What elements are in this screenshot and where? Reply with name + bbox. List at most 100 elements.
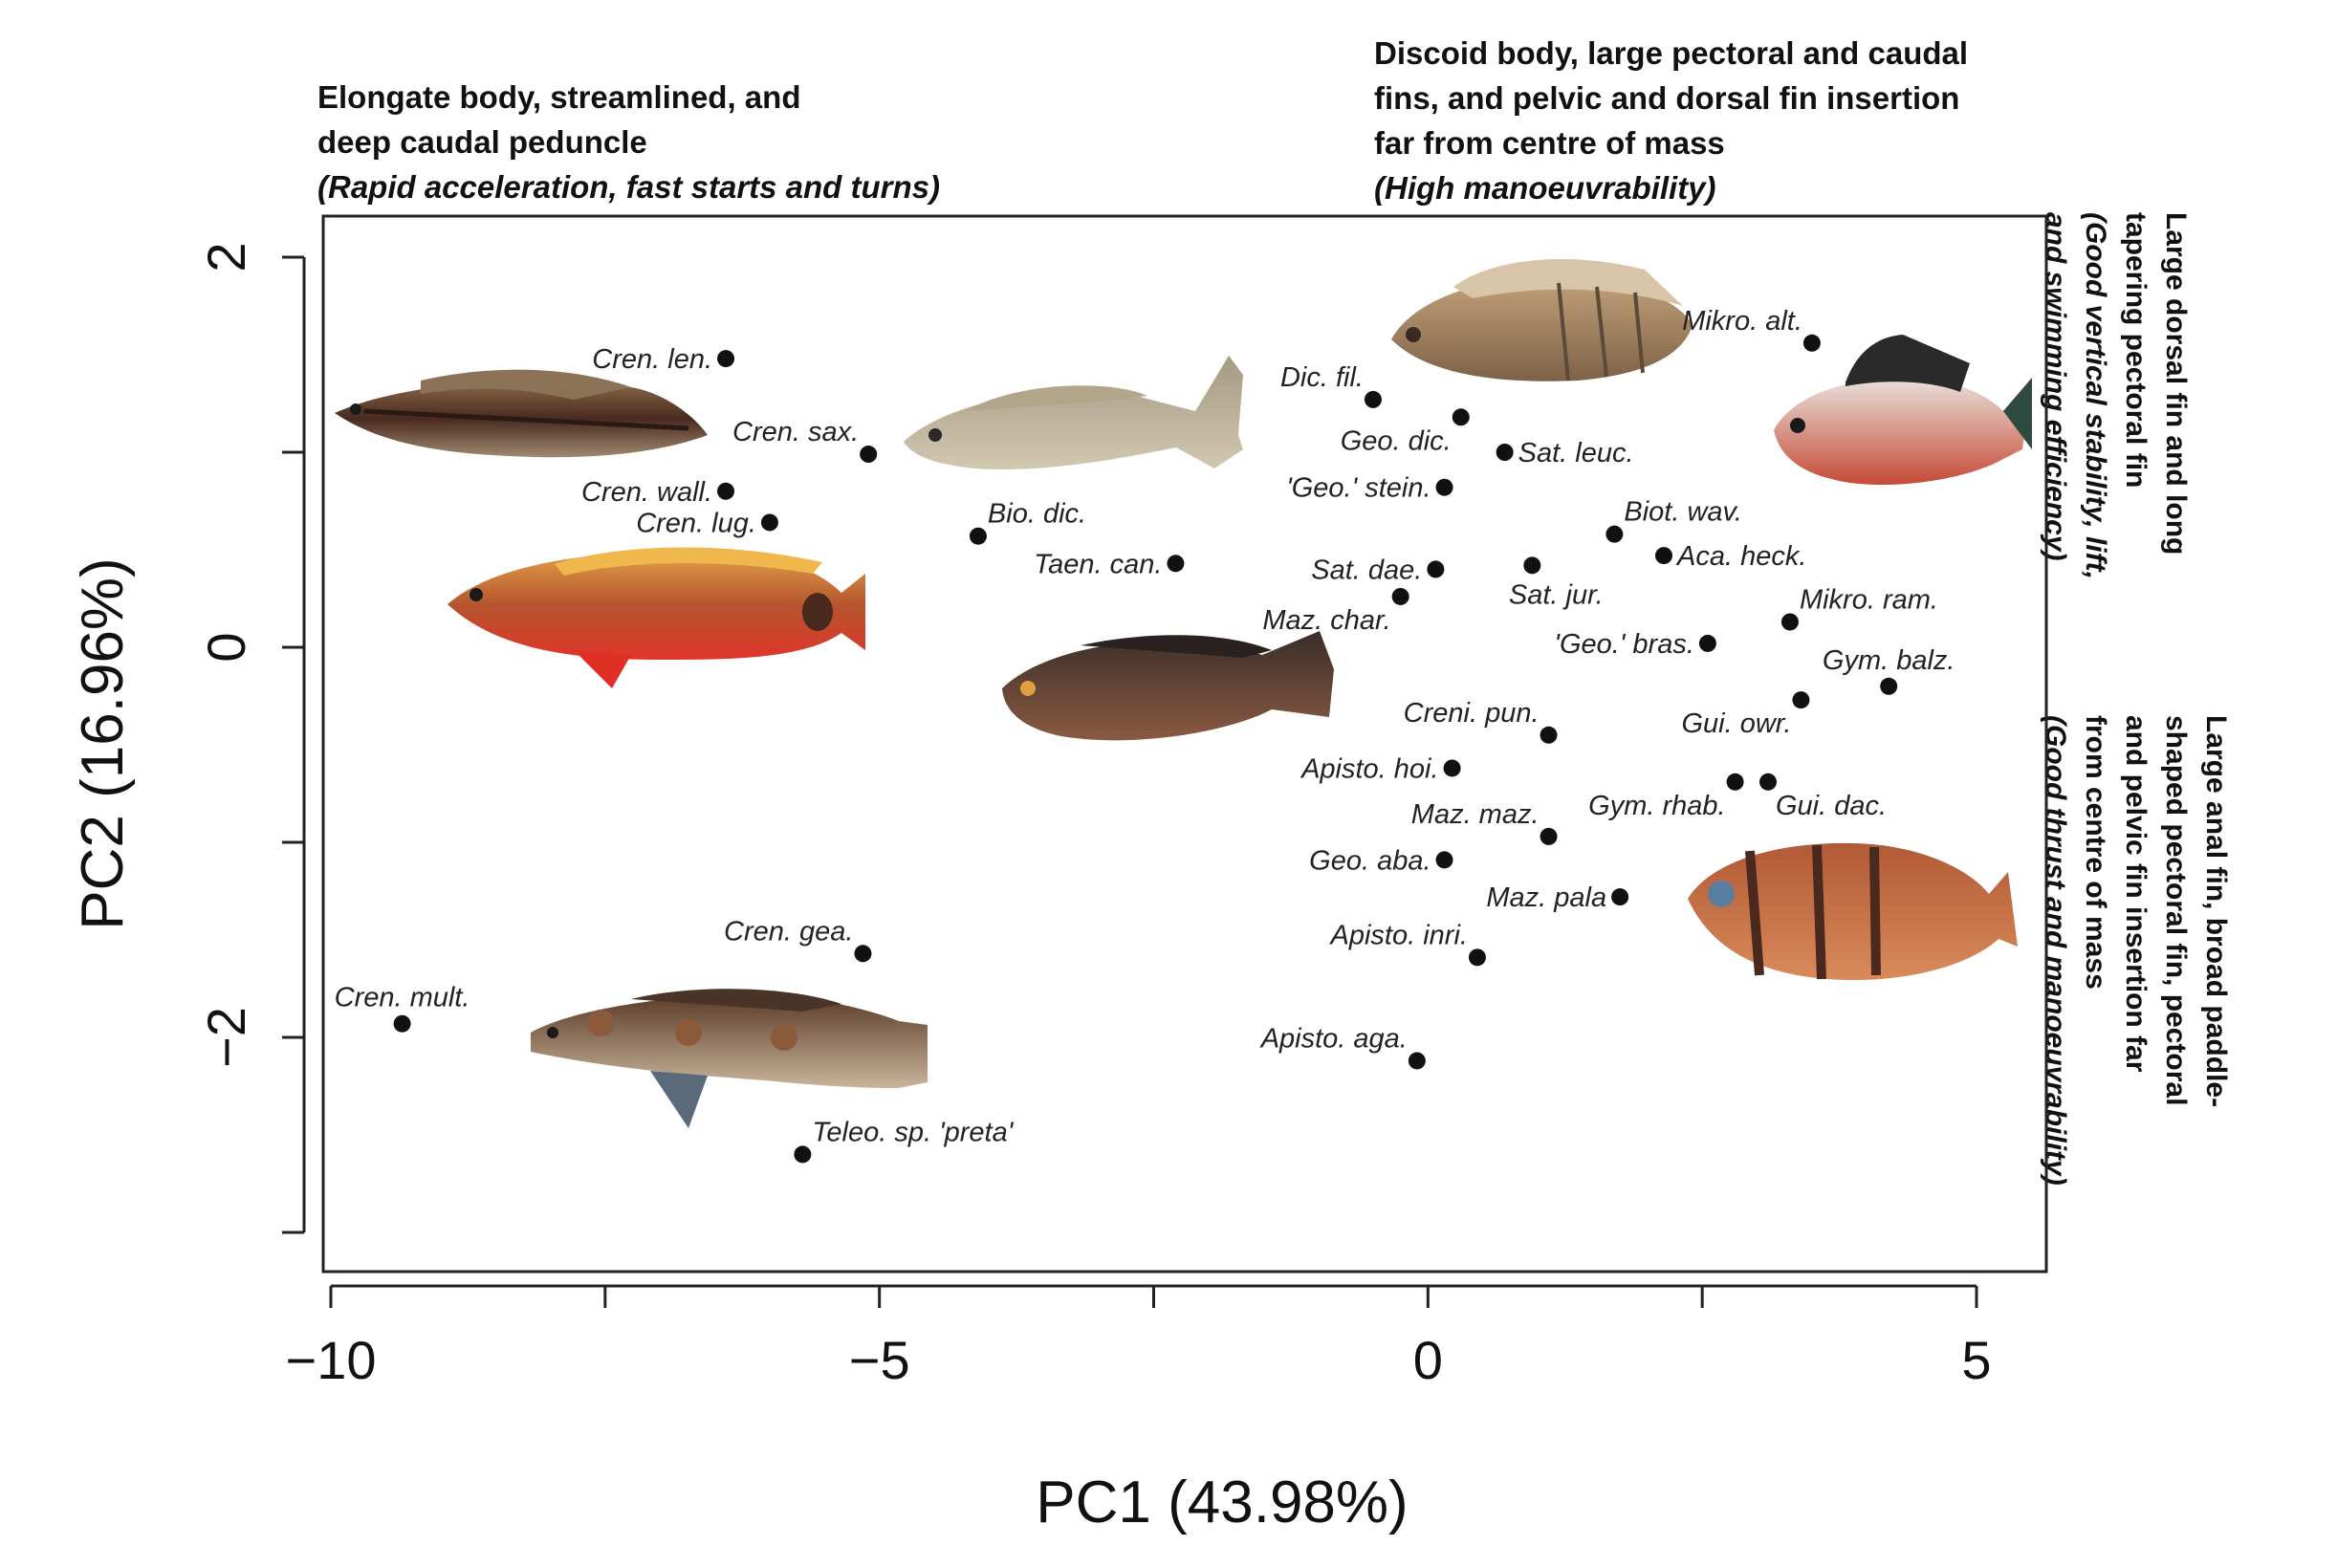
data-point xyxy=(1802,334,1821,352)
y-tick-label: 2 xyxy=(196,242,256,272)
annotation-discoid-line3: far from centre of mass xyxy=(1374,125,1725,161)
point-label: Sat. dae. xyxy=(1311,555,1422,585)
data-point xyxy=(717,350,735,368)
point-label: Taen. can. xyxy=(1034,549,1162,579)
y-tick-label: 0 xyxy=(196,632,256,662)
annotation-dorsal-line3: (Good vertical stability, lift, xyxy=(2080,212,2111,579)
annotation-discoid: Discoid body, large pectoral and caudal … xyxy=(1374,31,2158,210)
annotation-elongate-line2: deep caudal peduncle xyxy=(317,124,647,160)
elongate-striped-fish-image xyxy=(335,369,708,458)
data-point xyxy=(854,945,872,963)
data-point xyxy=(1496,444,1514,461)
annotation-anal-line3: and pelvic fin insertion far xyxy=(2120,715,2151,1073)
point-label: Maz. char. xyxy=(1262,605,1390,636)
data-point xyxy=(969,527,987,545)
annotation-discoid-line4: (High manoeuvrability) xyxy=(1374,170,1716,206)
annotation-anal-line1: Large anal fin, broad paddle- xyxy=(2200,715,2232,1108)
point-label: Teleo. sp. 'preta' xyxy=(812,1117,1014,1147)
point-label: Sat. jur. xyxy=(1509,579,1604,610)
x-tick-label: 5 xyxy=(1961,1330,1991,1390)
x-axis-label: PC1 (43.98%) xyxy=(1036,1470,1408,1535)
data-point xyxy=(1468,948,1486,967)
tall-fin-fish-image xyxy=(1774,335,2032,486)
point-label: Bio. dic. xyxy=(988,499,1086,530)
annotation-discoid-line1: Discoid body, large pectoral and caudal xyxy=(1374,35,1969,71)
x-axis: −10 −5 0 5 xyxy=(286,1284,1992,1390)
brown-cichlid-image xyxy=(1002,631,1334,741)
data-point xyxy=(1435,478,1453,496)
y-axis: −2 0 2 xyxy=(196,242,306,1234)
data-point xyxy=(1726,773,1744,791)
point-label: Mikro. ram. xyxy=(1800,584,1938,615)
point-label: Gui. owr. xyxy=(1681,708,1791,739)
data-point xyxy=(1435,851,1453,869)
annotation-elongate-line1: Elongate body, streamlined, and xyxy=(317,79,801,115)
data-point xyxy=(1540,827,1558,845)
point-label: Cren. lug. xyxy=(636,508,756,538)
annotation-dorsal-line1: Large dorsal fin and long xyxy=(2160,212,2192,555)
point-label: Apisto. inri. xyxy=(1329,920,1468,950)
annotation-anal-line2: shaped pectoral fin, pectoral xyxy=(2160,715,2192,1106)
annotation-elongate-line3: (Rapid acceleration, fast starts and tur… xyxy=(317,169,940,205)
data-point xyxy=(1605,525,1624,543)
data-point xyxy=(760,513,778,532)
pale-fish-image xyxy=(904,356,1243,469)
data-point xyxy=(1540,726,1558,744)
data-point xyxy=(1427,560,1445,578)
x-tick-label: −5 xyxy=(849,1330,910,1390)
discoid-striped-fish-image xyxy=(1391,258,1693,381)
point-label: Geo. dic. xyxy=(1341,425,1452,456)
point-label: Maz. pala xyxy=(1486,882,1606,913)
data-point xyxy=(393,1014,411,1033)
data-point xyxy=(1759,773,1778,791)
red-orange-fish-image xyxy=(448,547,865,688)
x-tick-label: 0 xyxy=(1413,1330,1443,1390)
annotation-elongate: Elongate body, streamlined, and deep cau… xyxy=(317,75,1063,209)
data-point xyxy=(1698,634,1716,652)
data-point xyxy=(1780,613,1799,631)
data-point xyxy=(1611,888,1629,906)
y-axis-label: PC2 (16.96%) xyxy=(70,557,136,929)
point-label: Dic. fil. xyxy=(1280,362,1364,393)
data-point xyxy=(794,1145,812,1164)
annotation-dorsal-line2: tapering pectoral fin xyxy=(2120,212,2151,489)
y-tick-label: −2 xyxy=(196,1007,256,1068)
data-point xyxy=(1655,547,1673,565)
point-label: Mikro. alt. xyxy=(1682,306,1802,337)
data-points: Cren. len. Cren. sax. Cren. wall.Cren. lug… xyxy=(335,306,1955,1164)
data-point xyxy=(717,482,735,500)
point-label: Cren. wall. xyxy=(581,477,712,508)
point-label: Maz. maz. xyxy=(1411,799,1540,830)
point-label: Gym. balz. xyxy=(1823,645,1955,676)
data-point xyxy=(1443,759,1461,777)
data-point xyxy=(1167,555,1185,573)
annotation-anal-line4: from centre of mass xyxy=(2080,715,2111,990)
data-point xyxy=(1523,556,1541,575)
x-tick-label: −10 xyxy=(286,1330,377,1390)
data-point xyxy=(860,446,878,464)
point-label: Cren. gea. xyxy=(724,916,853,947)
spotted-elongate-fish-image xyxy=(531,989,928,1128)
point-label: Apisto. aga. xyxy=(1259,1023,1408,1054)
point-label: Gym. rhab. xyxy=(1588,791,1725,821)
point-label: Sat. leuc. xyxy=(1518,438,1634,468)
point-label: Geo. aba. xyxy=(1309,845,1431,876)
point-label: Aca. heck. xyxy=(1675,541,1806,572)
point-label: Cren. sax. xyxy=(732,417,859,447)
data-point xyxy=(1452,408,1470,426)
point-label: Gui. dac. xyxy=(1776,791,1887,821)
point-label: Apisto. hoi. xyxy=(1300,753,1438,784)
point-label: Creni. pun. xyxy=(1404,698,1540,729)
data-point xyxy=(1408,1052,1426,1070)
orange-discus-fish-image xyxy=(1688,842,2018,981)
point-label: Biot. wav. xyxy=(1624,497,1742,528)
point-label: Cren. mult. xyxy=(335,983,470,1013)
data-point xyxy=(1880,677,1898,695)
point-label: 'Geo.' stein. xyxy=(1286,473,1431,504)
data-point xyxy=(1364,390,1382,408)
data-point xyxy=(1391,587,1409,605)
annotation-discoid-line2: fins, and pelvic and dorsal fin insertio… xyxy=(1374,80,1960,116)
point-label: Cren. len. xyxy=(592,344,712,375)
